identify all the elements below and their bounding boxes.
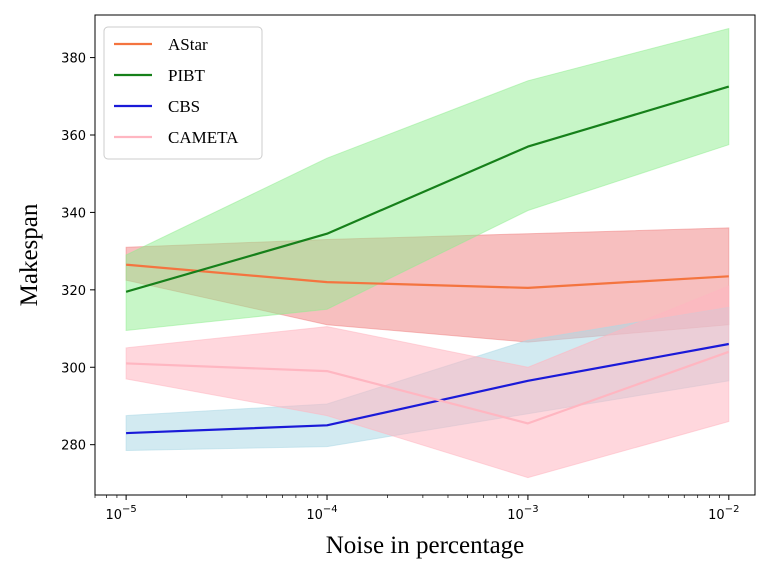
y-tick-label: 300 <box>61 361 86 376</box>
series-lines <box>125 85 730 435</box>
legend-label-cameta: CAMETA <box>168 128 239 147</box>
y-tick-label: 360 <box>61 129 86 144</box>
legend-label-astar: AStar <box>168 35 208 54</box>
y-tick-label: 340 <box>61 206 86 221</box>
confidence-bands <box>125 27 730 479</box>
line-pibt <box>125 85 730 293</box>
axes <box>94 14 756 496</box>
band-pibt <box>125 27 730 332</box>
y-axis-label: Makespan <box>16 203 43 306</box>
x-tick-label: 10−4 <box>306 504 337 523</box>
line-astar <box>126 263 729 289</box>
x-tick-label: 10−2 <box>708 504 739 523</box>
plot-frame <box>94 14 756 496</box>
y-ticks: 280 300 320 340 360 380 <box>61 52 95 454</box>
y-tick-label: 320 <box>61 284 86 299</box>
y-tick-label: 280 <box>61 439 86 454</box>
legend: AStar PIBT CBS CAMETA <box>103 26 263 160</box>
band-cameta <box>125 285 730 479</box>
y-tick-label: 380 <box>61 52 86 67</box>
legend-box <box>103 26 263 160</box>
x-ticks: 10−5 10−4 10−3 10−2 <box>94 495 739 523</box>
x-tick-label: 10−5 <box>105 504 136 523</box>
legend-label-cbs: CBS <box>168 97 200 116</box>
x-tick-label: 10−3 <box>507 504 538 523</box>
line-cameta <box>126 350 730 425</box>
legend-label-pibt: PIBT <box>168 66 205 85</box>
line-cbs <box>126 342 729 435</box>
x-axis-label: Noise in percentage <box>326 532 525 559</box>
